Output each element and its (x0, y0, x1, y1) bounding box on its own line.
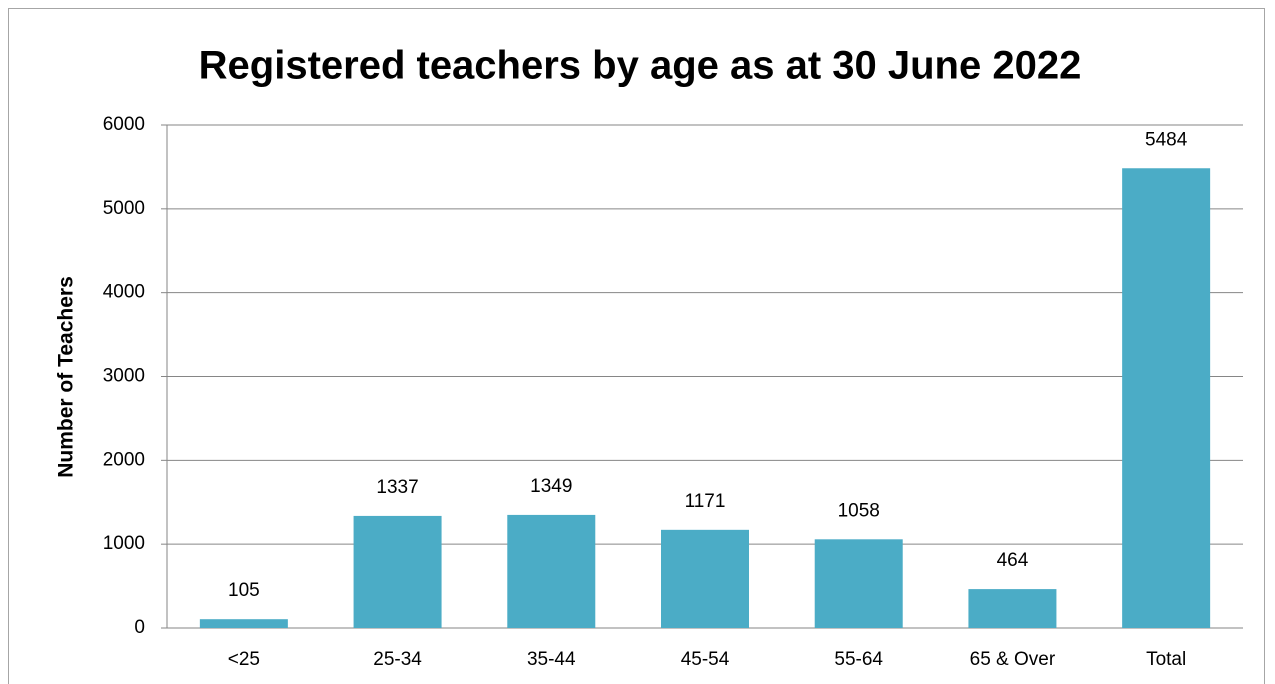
data-label: 1349 (530, 476, 572, 497)
data-label: 5484 (1145, 129, 1188, 150)
x-tick-label: Total (1146, 649, 1186, 670)
y-tick-label: 2000 (103, 449, 145, 470)
y-tick-label: 1000 (103, 533, 145, 554)
chart-frame (8, 8, 1265, 684)
y-tick-label: 0 (134, 617, 145, 638)
bar (507, 514, 596, 628)
x-tick-label: 35-44 (527, 649, 576, 670)
y-tick-label: 6000 (103, 114, 145, 135)
bar (814, 539, 903, 628)
x-tick-label: 55-64 (834, 649, 883, 670)
bar (968, 589, 1057, 628)
y-axis-label: Number of Teachers (55, 276, 78, 478)
data-label: 1337 (376, 477, 418, 498)
bar (353, 515, 442, 628)
data-label: 1058 (838, 500, 880, 521)
y-tick-label: 5000 (103, 198, 145, 219)
x-tick-label: 45-54 (681, 649, 730, 670)
x-tick-label: 25-34 (373, 649, 422, 670)
y-tick-label: 3000 (103, 366, 145, 387)
bar (199, 619, 288, 628)
data-label: 464 (997, 550, 1029, 571)
chart-title: Registered teachers by age as at 30 June… (199, 44, 1082, 88)
bar (661, 529, 749, 628)
y-tick-label: 4000 (103, 282, 145, 303)
x-tick-label: 65 & Over (970, 649, 1056, 670)
data-label: 105 (228, 580, 260, 601)
bar (1122, 168, 1211, 628)
data-label: 1171 (685, 491, 726, 512)
x-tick-label: <25 (228, 649, 260, 670)
